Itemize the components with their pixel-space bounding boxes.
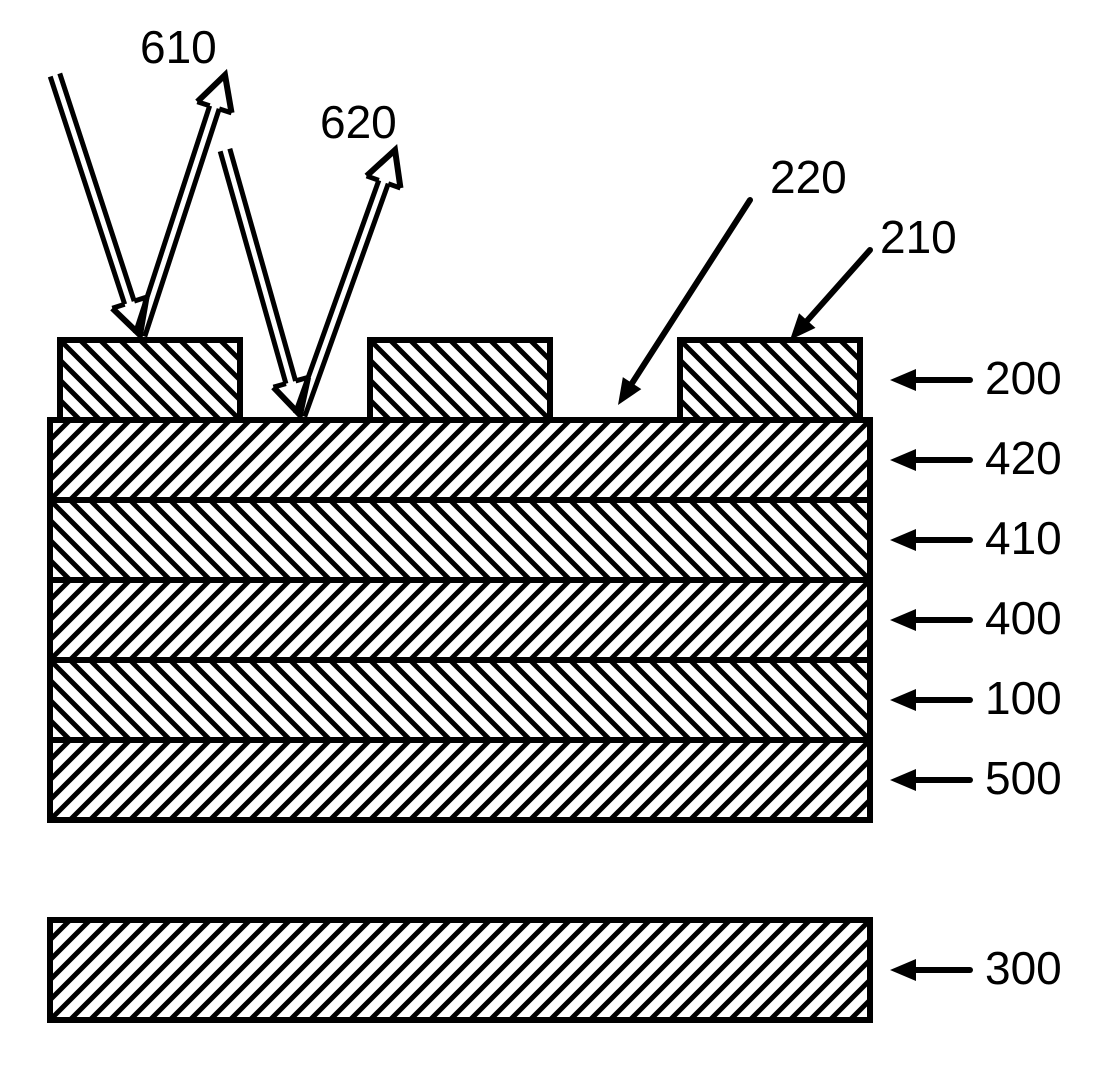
arrow-410 (890, 529, 970, 551)
label-300: 300 (985, 941, 1062, 995)
label-500: 500 (985, 751, 1062, 805)
arrow-420 (890, 449, 970, 471)
layer-420 (0, 420, 1030, 500)
layer-100 (0, 660, 1030, 740)
label-100: 100 (985, 671, 1062, 725)
a610-up (135, 75, 231, 337)
layer-400 (0, 580, 1030, 660)
label-610: 610 (140, 20, 217, 74)
label-620: 620 (320, 95, 397, 149)
diagram-stage: 300 500 100 400 410 420 200 220 210 610 620 (0, 0, 1116, 1077)
arrow-400 (890, 609, 970, 631)
a610-down (50, 73, 146, 335)
arrow-500 (890, 769, 970, 791)
label-200: 200 (985, 351, 1062, 405)
layer-500 (0, 740, 1030, 820)
layer-410 (0, 500, 1030, 580)
diagram-svg (0, 0, 1116, 1077)
label-210: 210 (880, 210, 957, 264)
arrow-200 (890, 369, 970, 391)
label-220: 220 (770, 150, 847, 204)
arrow-210 (790, 250, 870, 340)
arrow-220 (618, 200, 750, 405)
label-420: 420 (985, 431, 1062, 485)
top-block-b2 (290, 340, 710, 420)
arrow-100 (890, 689, 970, 711)
label-400: 400 (985, 591, 1062, 645)
arrow-300 (890, 959, 970, 981)
label-410: 410 (985, 511, 1062, 565)
